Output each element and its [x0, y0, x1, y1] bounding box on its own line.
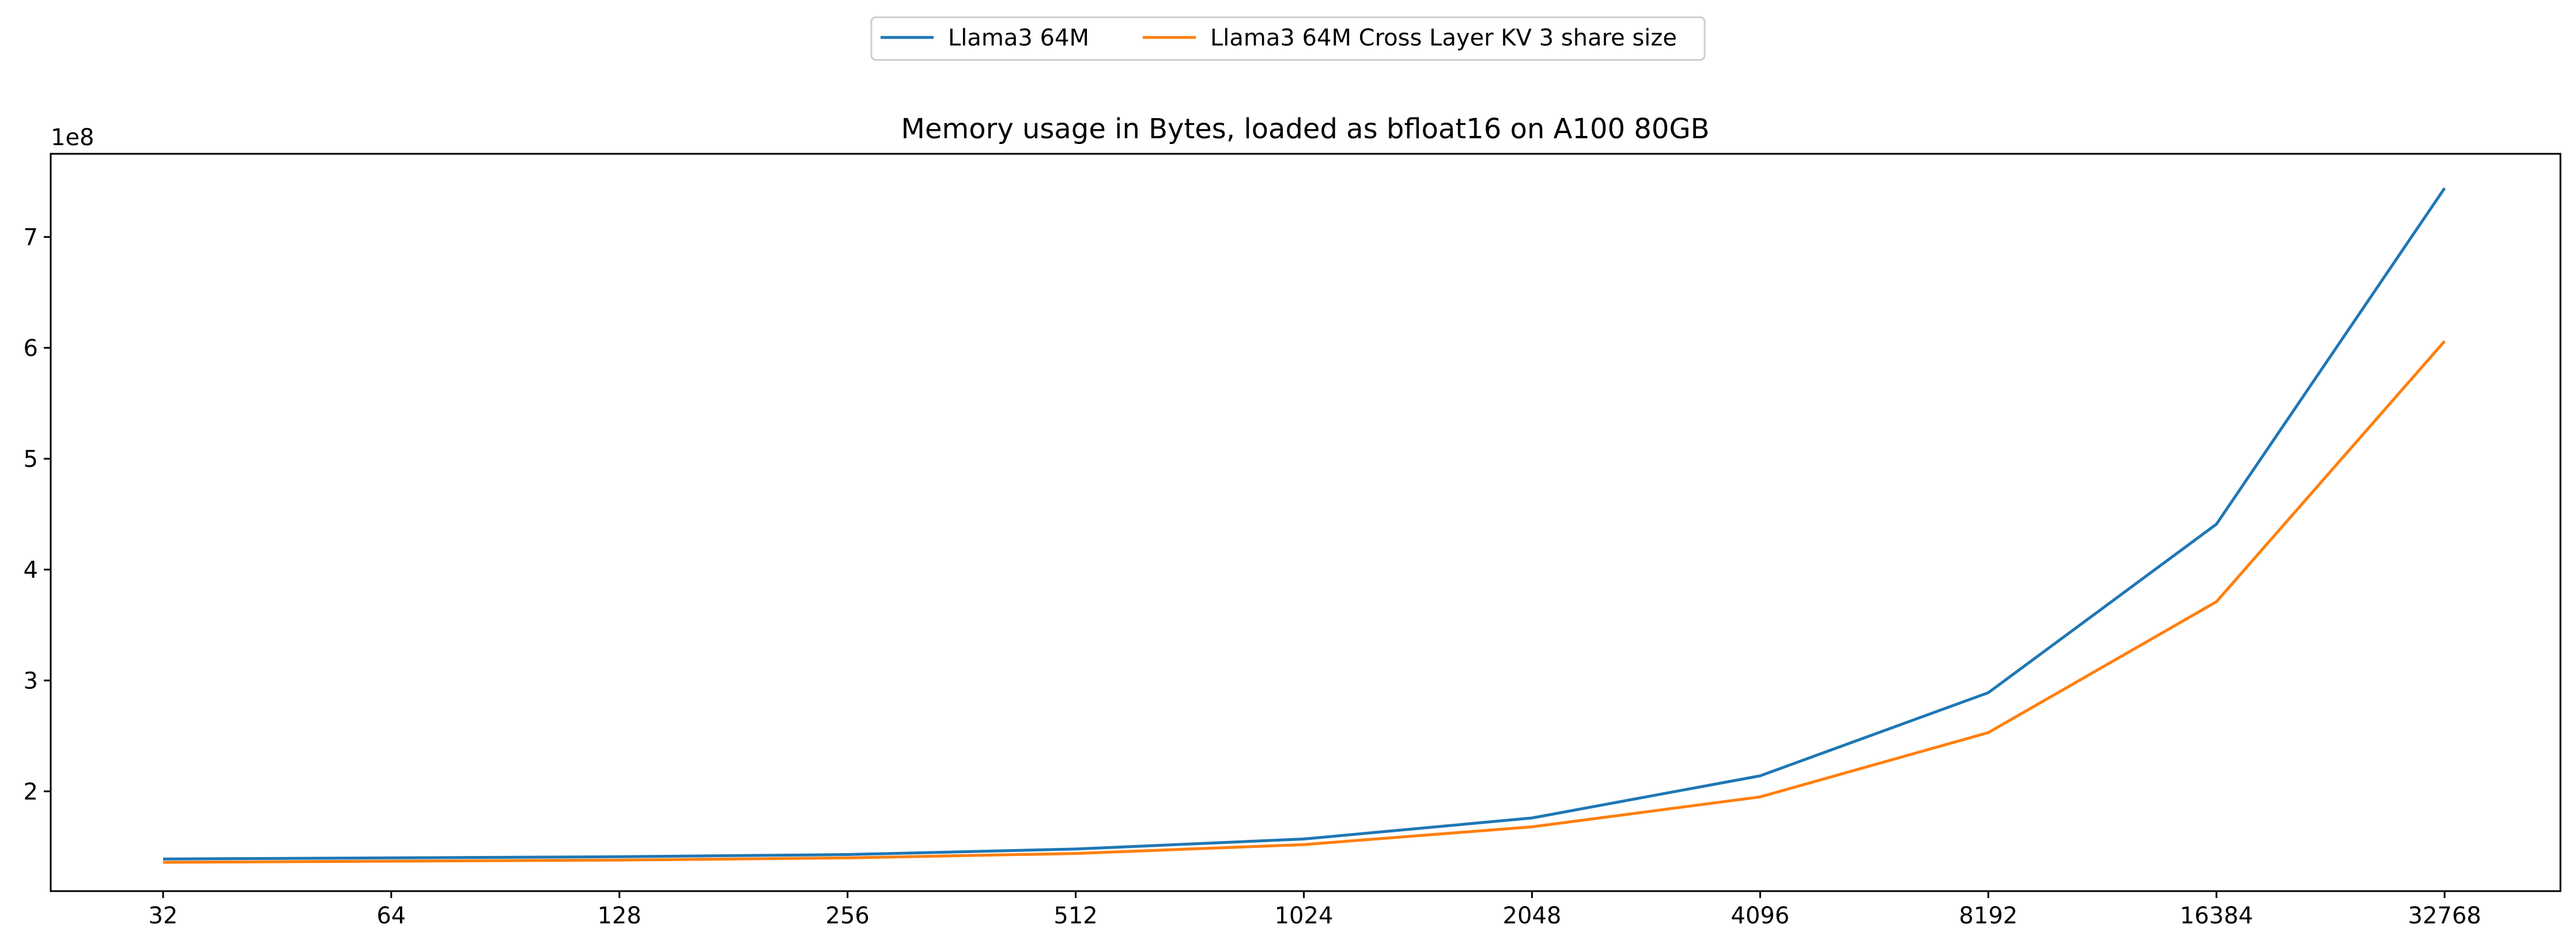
- x-tick-label: 512: [1053, 903, 1097, 929]
- legend: Llama3 64M Llama3 64M Cross Layer KV 3 s…: [870, 16, 1706, 61]
- x-tick-label: 32: [149, 903, 178, 929]
- x-tick-label: 16384: [2180, 903, 2253, 929]
- series-line-0: [163, 187, 2446, 861]
- y-tick-label: 2: [24, 779, 38, 805]
- x-tick-label: 64: [376, 903, 406, 929]
- x-axis-ticks: 32 64 128 256 512 1024 2048 4096 8192 16384 32768: [149, 891, 2481, 929]
- x-tick-label: 256: [826, 903, 870, 929]
- y-axis-offset-text: 1e8: [51, 124, 95, 151]
- legend-frame: [870, 16, 1706, 61]
- x-tick-label: 8192: [1959, 903, 2018, 929]
- x-tick-label: 4096: [1731, 903, 1789, 929]
- y-tick-label: 6: [24, 335, 38, 362]
- series-lines: [163, 187, 2446, 864]
- y-tick-label: 4: [24, 557, 38, 584]
- y-tick-label: 5: [24, 446, 38, 472]
- series-line-1: [163, 340, 2446, 864]
- y-tick-label: 7: [24, 224, 38, 251]
- x-tick-label: 1024: [1275, 903, 1334, 929]
- chart-title: Memory usage in Bytes, loaded as bfloat1…: [901, 113, 1710, 145]
- y-tick-label: 3: [24, 668, 38, 694]
- legend-label-series-1: Llama3 64M Cross Layer KV 3 share size: [1210, 25, 1677, 51]
- x-tick-label: 32768: [2408, 903, 2481, 929]
- y-axis-ticks: 2 3 4 5 6 7: [24, 224, 51, 805]
- legend-label-series-0: Llama3 64M: [948, 25, 1089, 51]
- x-tick-label: 128: [598, 903, 641, 929]
- x-tick-label: 2048: [1503, 903, 1562, 929]
- plot-area: [50, 153, 2562, 892]
